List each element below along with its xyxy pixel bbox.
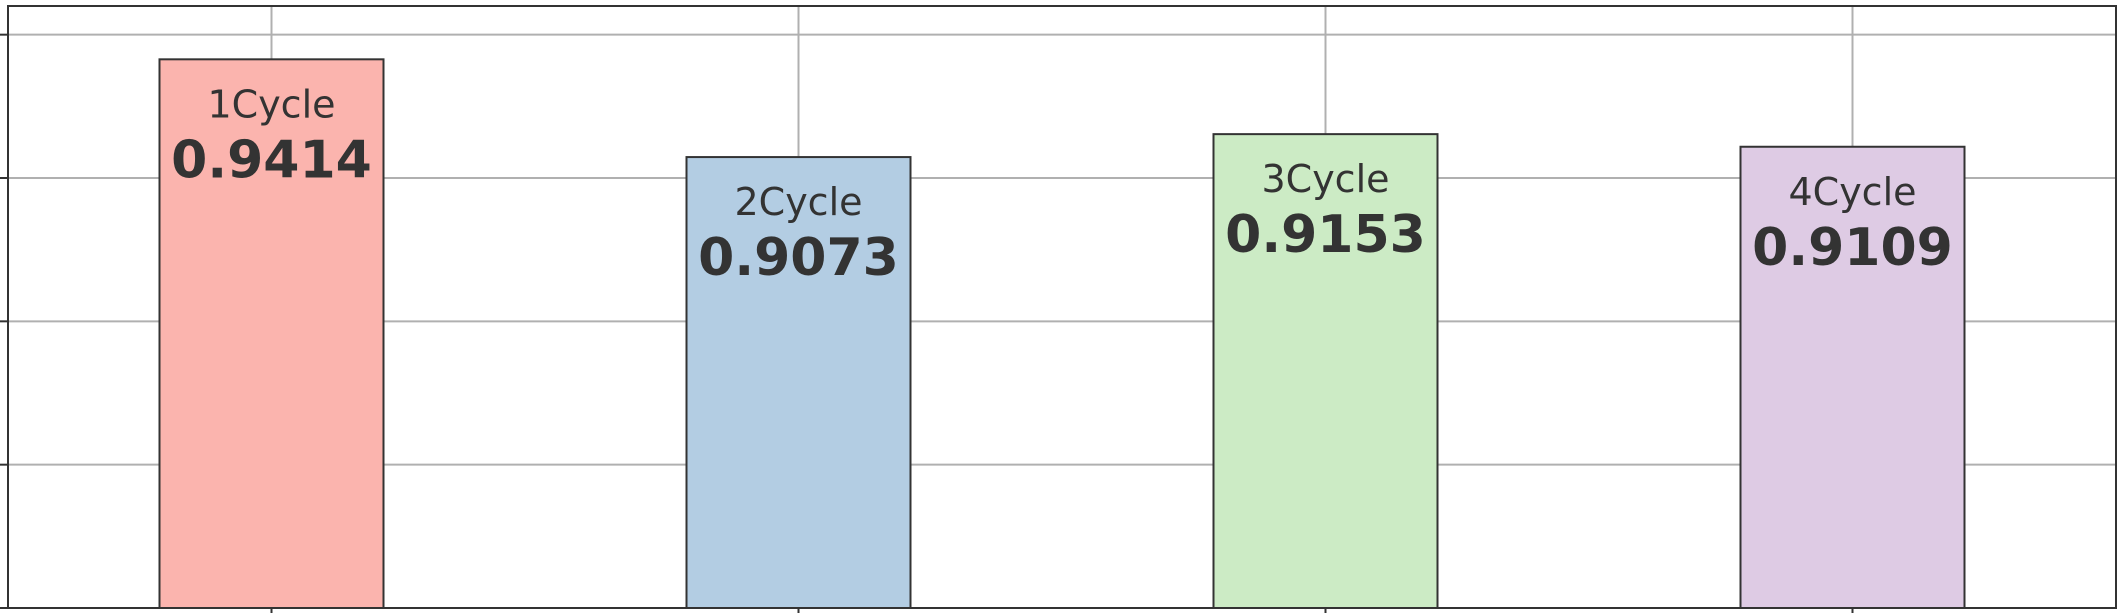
bar-value-label: 0.9109 <box>1752 218 1953 278</box>
bar-2Cycle <box>685 156 912 609</box>
bar-4Cycle <box>1739 145 1966 609</box>
bar-1Cycle <box>158 58 385 609</box>
bar-category-label: 1Cycle <box>207 82 335 126</box>
bar-value-label: 0.9414 <box>171 130 372 190</box>
bar-value-label: 0.9153 <box>1225 205 1426 265</box>
bar-3Cycle <box>1212 133 1439 609</box>
axis-ticks <box>0 33 1854 613</box>
bar-category-label: 2Cycle <box>734 180 862 224</box>
bar-value-label: 0.9073 <box>698 228 899 288</box>
plot-frame <box>7 5 2117 609</box>
bar-category-label: 3Cycle <box>1261 157 1389 201</box>
bars <box>158 58 1966 609</box>
bar-category-label: 4Cycle <box>1788 170 1916 214</box>
